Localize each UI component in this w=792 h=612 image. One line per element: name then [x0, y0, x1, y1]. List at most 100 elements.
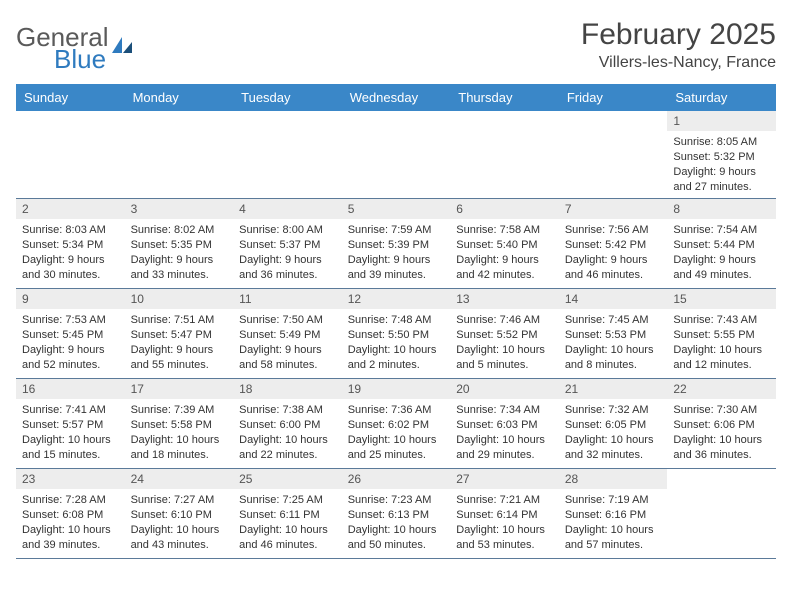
- daylight-line: Daylight: 9 hours and 42 minutes.: [456, 253, 553, 283]
- daylight-line: Daylight: 10 hours and 18 minutes.: [131, 433, 228, 463]
- day-info: Sunrise: 8:05 AMSunset: 5:32 PMDaylight:…: [667, 131, 776, 198]
- day-info: Sunrise: 7:50 AMSunset: 5:49 PMDaylight:…: [233, 309, 342, 376]
- sunset-line: Sunset: 5:44 PM: [673, 238, 770, 253]
- day-number: 9: [16, 289, 125, 309]
- calendar: SundayMondayTuesdayWednesdayThursdayFrid…: [16, 84, 776, 559]
- day-info: Sunrise: 7:32 AMSunset: 6:05 PMDaylight:…: [559, 399, 668, 466]
- sunset-line: Sunset: 6:14 PM: [456, 508, 553, 523]
- day-number: 3: [125, 199, 234, 219]
- day-info: Sunrise: 7:39 AMSunset: 5:58 PMDaylight:…: [125, 399, 234, 466]
- calendar-cell: 13 Sunrise: 7:46 AMSunset: 5:52 PMDayligh…: [450, 289, 559, 379]
- weekday-header: Saturday: [667, 84, 776, 111]
- day-number: 23: [16, 469, 125, 489]
- calendar-cell: 8Sunrise: 7:54 AMSunset: 5:44 PMDaylight…: [667, 199, 776, 289]
- sunrise-line: Sunrise: 7:39 AM: [131, 403, 228, 418]
- daylight-line: Daylight: 10 hours and 5 minutes.: [456, 343, 553, 373]
- day-number: 14: [559, 289, 668, 309]
- sunrise-line: Sunrise: 7:21 AM: [456, 493, 553, 508]
- daylight-line: Daylight: 9 hours and 39 minutes.: [348, 253, 445, 283]
- sunrise-line: Sunrise: 7:59 AM: [348, 223, 445, 238]
- sunset-line: Sunset: 5:58 PM: [131, 418, 228, 433]
- day-number: 5: [342, 199, 451, 219]
- sunrise-line: Sunrise: 7:51 AM: [131, 313, 228, 328]
- logo-text-2: Blue: [54, 46, 133, 72]
- day-info: Sunrise: 7:23 AMSunset: 6:13 PMDaylight:…: [342, 489, 451, 556]
- day-info: Sunrise: 8:00 AMSunset: 5:37 PMDaylight:…: [233, 219, 342, 286]
- calendar-cell: 16Sunrise: 7:41 AMSunset: 5:57 PMDayligh…: [16, 379, 125, 469]
- daylight-line: Daylight: 9 hours and 52 minutes.: [22, 343, 119, 373]
- sunset-line: Sunset: 6:16 PM: [565, 508, 662, 523]
- calendar-cell: 14Sunrise: 7:45 AMSunset: 5:53 PMDayligh…: [559, 289, 668, 379]
- sunrise-line: Sunrise: 8:02 AM: [131, 223, 228, 238]
- sunset-line: Sunset: 5:55 PM: [673, 328, 770, 343]
- day-info: Sunrise: 7:53 AMSunset: 5:45 PMDaylight:…: [16, 309, 125, 376]
- sunset-line: Sunset: 5:53 PM: [565, 328, 662, 343]
- calendar-cell: 2Sunrise: 8:03 AMSunset: 5:34 PMDaylight…: [16, 199, 125, 289]
- calendar-cell: 17Sunrise: 7:39 AMSunset: 5:58 PMDayligh…: [125, 379, 234, 469]
- calendar-cell: 19Sunrise: 7:36 AMSunset: 6:02 PMDayligh…: [342, 379, 451, 469]
- daylight-line: Daylight: 9 hours and 46 minutes.: [565, 253, 662, 283]
- day-info: Sunrise: 7:34 AMSunset: 6:03 PMDaylight:…: [450, 399, 559, 466]
- day-info: Sunrise: 7:58 AMSunset: 5:40 PMDaylight:…: [450, 219, 559, 286]
- sunrise-line: Sunrise: 7:54 AM: [673, 223, 770, 238]
- day-number: 6: [450, 199, 559, 219]
- calendar-cell: ..: [16, 111, 125, 199]
- sunset-line: Sunset: 5:37 PM: [239, 238, 336, 253]
- sunset-line: Sunset: 5:52 PM: [456, 328, 553, 343]
- calendar-cell: ..: [667, 469, 776, 559]
- sunrise-line: Sunrise: 7:34 AM: [456, 403, 553, 418]
- daylight-line: Daylight: 10 hours and 53 minutes.: [456, 523, 553, 553]
- daylight-line: Daylight: 9 hours and 36 minutes.: [239, 253, 336, 283]
- location: Villers-les-Nancy, France: [581, 54, 776, 72]
- sunrise-line: Sunrise: 7:46 AM: [456, 313, 553, 328]
- logo: GeneralBlue: [16, 24, 133, 72]
- sunset-line: Sunset: 6:05 PM: [565, 418, 662, 433]
- calendar-cell: 20Sunrise: 7:34 AMSunset: 6:03 PMDayligh…: [450, 379, 559, 469]
- calendar-cell: 10Sunrise: 7:51 AMSunset: 5:47 PMDayligh…: [125, 289, 234, 379]
- day-number: 19: [342, 379, 451, 399]
- daylight-line: Daylight: 10 hours and 12 minutes.: [673, 343, 770, 373]
- day-number: 18: [233, 379, 342, 399]
- sunset-line: Sunset: 6:13 PM: [348, 508, 445, 523]
- sunrise-line: Sunrise: 8:03 AM: [22, 223, 119, 238]
- sunrise-line: Sunrise: 7:36 AM: [348, 403, 445, 418]
- day-number: 2: [16, 199, 125, 219]
- sunset-line: Sunset: 6:08 PM: [22, 508, 119, 523]
- sunrise-line: Sunrise: 8:05 AM: [673, 135, 770, 150]
- calendar-cell: ..: [233, 111, 342, 199]
- day-info: Sunrise: 7:19 AMSunset: 6:16 PMDaylight:…: [559, 489, 668, 556]
- weekday-header: Monday: [125, 84, 234, 111]
- day-number: 22: [667, 379, 776, 399]
- day-number: 7: [559, 199, 668, 219]
- sunset-line: Sunset: 5:42 PM: [565, 238, 662, 253]
- calendar-cell: 7Sunrise: 7:56 AMSunset: 5:42 PMDaylight…: [559, 199, 668, 289]
- daylight-line: Daylight: 10 hours and 46 minutes.: [239, 523, 336, 553]
- calendar-cell: 15Sunrise: 7:43 AMSunset: 5:55 PMDayligh…: [667, 289, 776, 379]
- daylight-line: Daylight: 10 hours and 57 minutes.: [565, 523, 662, 553]
- daylight-line: Daylight: 10 hours and 43 minutes.: [131, 523, 228, 553]
- sunrise-line: Sunrise: 7:45 AM: [565, 313, 662, 328]
- sunset-line: Sunset: 5:39 PM: [348, 238, 445, 253]
- daylight-line: Daylight: 9 hours and 27 minutes.: [673, 165, 770, 195]
- day-number: 13: [450, 289, 559, 309]
- sunset-line: Sunset: 5:35 PM: [131, 238, 228, 253]
- day-number: 20: [450, 379, 559, 399]
- sunrise-line: Sunrise: 7:38 AM: [239, 403, 336, 418]
- calendar-cell: ..: [342, 111, 451, 199]
- day-info: Sunrise: 7:45 AMSunset: 5:53 PMDaylight:…: [559, 309, 668, 376]
- calendar-cell: 22Sunrise: 7:30 AMSunset: 6:06 PMDayligh…: [667, 379, 776, 469]
- daylight-line: Daylight: 9 hours and 30 minutes.: [22, 253, 119, 283]
- sunrise-line: Sunrise: 7:28 AM: [22, 493, 119, 508]
- day-number: 21: [559, 379, 668, 399]
- daylight-line: Daylight: 10 hours and 29 minutes.: [456, 433, 553, 463]
- day-info: Sunrise: 7:30 AMSunset: 6:06 PMDaylight:…: [667, 399, 776, 466]
- day-number: 16: [16, 379, 125, 399]
- sunset-line: Sunset: 5:49 PM: [239, 328, 336, 343]
- calendar-cell: 27Sunrise: 7:21 AMSunset: 6:14 PMDayligh…: [450, 469, 559, 559]
- calendar-cell: 12Sunrise: 7:48 AMSunset: 5:50 PMDayligh…: [342, 289, 451, 379]
- sunset-line: Sunset: 6:06 PM: [673, 418, 770, 433]
- day-info: Sunrise: 7:56 AMSunset: 5:42 PMDaylight:…: [559, 219, 668, 286]
- daylight-line: Daylight: 10 hours and 50 minutes.: [348, 523, 445, 553]
- calendar-body: ............1Sunrise: 8:05 AMSunset: 5:3…: [16, 111, 776, 559]
- weekday-header: Tuesday: [233, 84, 342, 111]
